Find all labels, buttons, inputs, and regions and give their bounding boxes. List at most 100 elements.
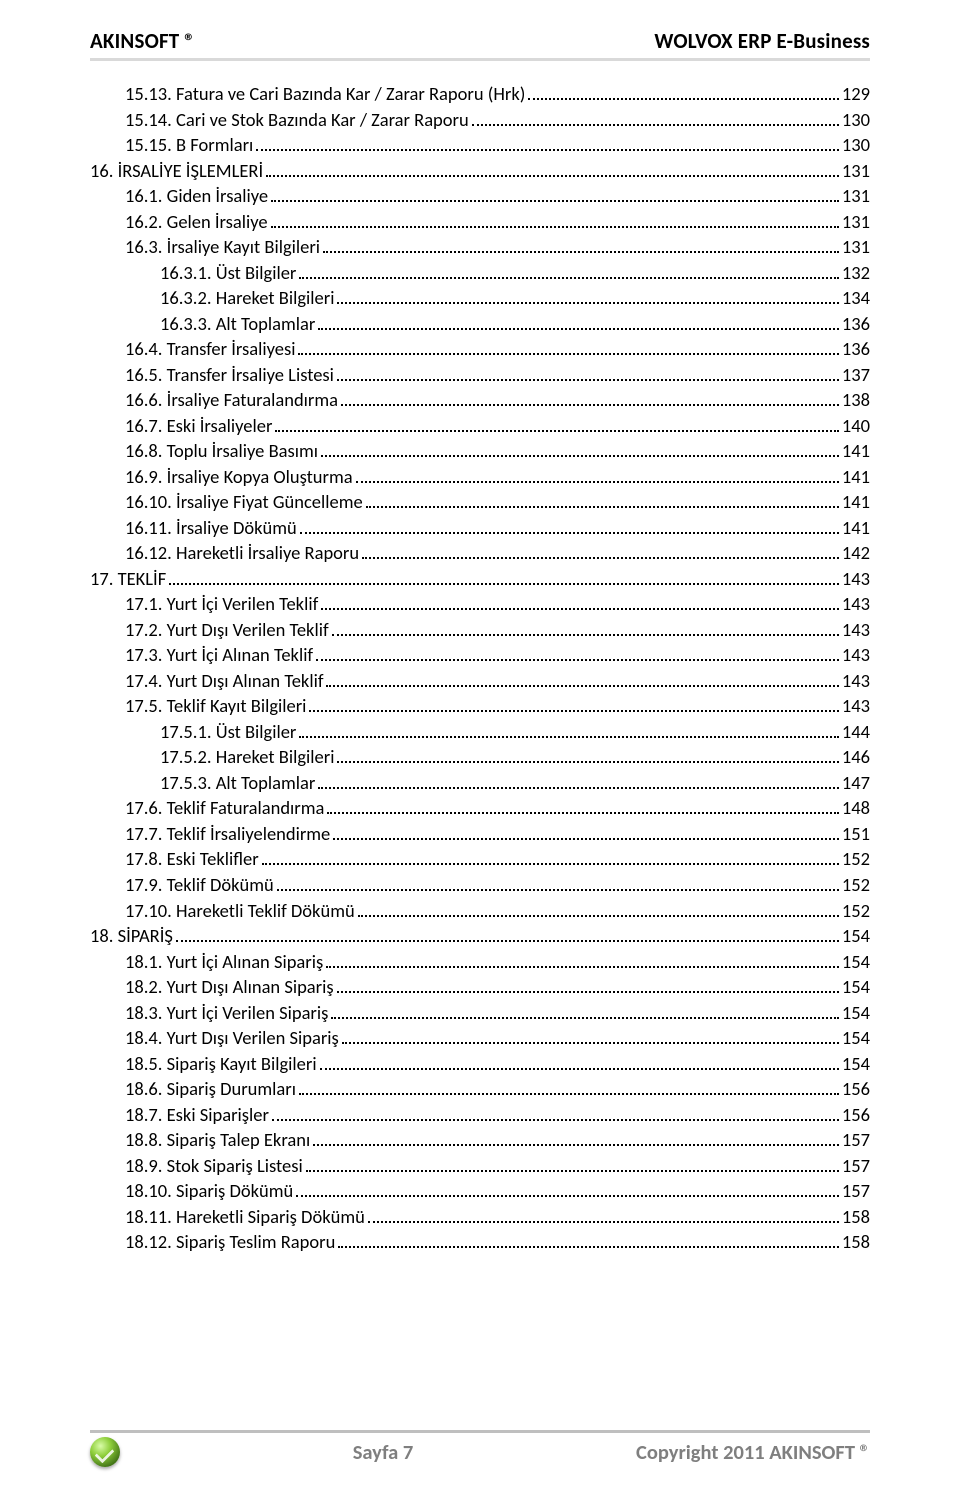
toc-entry-label: 18.1. Yurt İçi Alınan Sipariş [125,949,323,975]
toc-entry: 16.8. Toplu İrsaliye Basımı141 [90,438,870,464]
toc-entry: 17.6. Teklif Faturalandırma148 [90,795,870,821]
toc-dot-leader [321,594,839,611]
toc-entry: 17. TEKLİF143 [90,566,870,592]
toc-entry-label: 18.3. Yurt İçi Verilen Sipariş [125,1000,328,1026]
toc-entry: 16.3.1. Üst Bilgiler132 [90,260,870,286]
toc-entry: 16.7. Eski İrsaliyeler140 [90,413,870,439]
toc-entry-label: 17.10. Hareketli Teklif Dökümü [125,898,355,924]
toc-dot-leader [332,619,839,636]
toc-dot-leader [472,109,839,126]
toc-dot-leader [327,798,838,815]
toc-entry-label: 17.3. Yurt İçi Alınan Teklif [125,642,313,668]
toc-entry-page: 152 [842,846,870,872]
toc-entry: 17.3. Yurt İçi Alınan Teklif 143 [90,642,870,668]
toc-dot-leader [299,1078,839,1095]
toc-entry-page: 141 [842,438,870,464]
toc-dot-leader [326,951,839,968]
toc-entry-page: 134 [842,285,870,311]
toc-dot-leader [271,211,839,228]
toc-dot-leader [362,543,839,560]
footer-page-number: Sayfa 7 [130,1439,636,1465]
toc-entry-page: 137 [842,362,870,388]
toc-entry-label: 18.6. Sipariş Durumları [125,1076,296,1102]
toc-entry-label: 16.5. Transfer İrsaliye Listesi [125,362,334,388]
toc-dot-leader [337,364,839,381]
toc-entry-page: 129 [842,81,870,107]
toc-entry-page: 157 [842,1153,870,1179]
toc-entry: 17.9. Teklif Dökümü 152 [90,872,870,898]
toc-entry: 18.12. Sipariş Teslim Raporu158 [90,1229,870,1255]
toc-dot-leader [366,492,839,509]
toc-entry-page: 143 [842,693,870,719]
toc-dot-leader [337,747,838,764]
toc-dot-leader [320,1053,839,1070]
toc-entry-page: 143 [842,642,870,668]
toc-entry: 16.2. Gelen İrsaliye131 [90,209,870,235]
toc-entry: 16.12. Hareketli İrsaliye Raporu142 [90,540,870,566]
header-right: WOLVOX ERP E-Business [654,28,870,54]
toc-entry-page: 138 [842,387,870,413]
toc-dot-leader [256,134,839,151]
toc-entry-page: 141 [842,464,870,490]
logo-orb-icon [90,1437,120,1467]
toc-entry: 18.4. Yurt Dışı Verilen Sipariş 154 [90,1025,870,1051]
toc-entry: 18.2. Yurt Dışı Alınan Sipariş154 [90,974,870,1000]
toc-entry: 18.8. Sipariş Talep Ekranı157 [90,1127,870,1153]
toc-dot-leader [300,517,839,534]
toc-entry-label: 17.9. Teklif Dökümü [125,872,274,898]
toc-entry-label: 15.14. Cari ve Stok Bazında Kar / Zarar … [125,107,469,133]
toc-entry-page: 144 [842,719,870,745]
toc-dot-leader [299,721,838,738]
toc-dot-leader [298,339,838,356]
toc-entry: 16.3.2. Hareket Bilgileri134 [90,285,870,311]
toc-entry-page: 154 [842,1051,870,1077]
toc-entry-label: 18.9. Stok Sipariş Listesi [125,1153,303,1179]
toc-entry: 15.15. B Formları130 [90,132,870,158]
toc-entry-label: 16.10. İrsaliye Fiyat Güncelleme [125,489,363,515]
toc-entry-label: 18. SİPARİŞ [90,923,173,949]
toc-entry: 17.5.1. Üst Bilgiler144 [90,719,870,745]
toc-entry: 17.7. Teklif İrsaliyelendirme151 [90,821,870,847]
toc-entry-label: 16.1. Giden İrsaliye [125,183,268,209]
toc-dot-leader [272,1104,839,1121]
toc-entry: 16.9. İrsaliye Kopya Oluşturma141 [90,464,870,490]
toc-entry-page: 140 [842,413,870,439]
toc-entry-label: 18.2. Yurt Dışı Alınan Sipariş [125,974,334,1000]
toc-entry-page: 152 [842,872,870,898]
toc-entry-label: 16.11. İrsaliye Dökümü [125,515,297,541]
toc-entry-page: 154 [842,1025,870,1051]
toc-entry: 16.11. İrsaliye Dökümü 141 [90,515,870,541]
toc-entry-page: 141 [842,515,870,541]
toc-entry-label: 15.13. Fatura ve Cari Bazında Kar / Zara… [125,81,525,107]
toc-entry-page: 136 [842,311,870,337]
toc-entry-page: 143 [842,617,870,643]
footer-inner: Sayfa 7 Copyright 2011 AKINSOFT ® [90,1437,870,1467]
toc-entry: 16.5. Transfer İrsaliye Listesi 137 [90,362,870,388]
toc-entry-page: 143 [842,668,870,694]
toc-entry-label: 16.3.1. Üst Bilgiler [160,260,296,286]
toc-dot-leader [318,772,839,789]
toc-dot-leader [169,568,839,585]
toc-entry-label: 18.4. Yurt Dışı Verilen Sipariş [125,1025,339,1051]
toc-entry-label: 18.8. Sipariş Talep Ekranı [125,1127,310,1153]
toc-entry-page: 130 [842,132,870,158]
toc-entry-label: 17.5. Teklif Kayıt Bilgileri [125,693,306,719]
toc-dot-leader [323,236,839,253]
toc-dot-leader [528,83,839,100]
toc-entry: 18.9. Stok Sipariş Listesi 157 [90,1153,870,1179]
toc-dot-leader [262,849,839,866]
toc-entry-label: 18.12. Sipariş Teslim Raporu [125,1229,335,1255]
toc-entry-page: 141 [842,489,870,515]
toc-entry: 15.13. Fatura ve Cari Bazında Kar / Zara… [90,81,870,107]
toc-dot-leader [266,160,839,177]
toc-dot-leader [318,313,839,330]
toc-entry: 18. SİPARİŞ154 [90,923,870,949]
toc-entry: 17.5.3. Alt Toplamlar147 [90,770,870,796]
toc-entry-label: 17.6. Teklif Faturalandırma [125,795,324,821]
toc-dot-leader [321,441,839,458]
toc-entry: 18.10. Sipariş Dökümü157 [90,1178,870,1204]
toc-entry-label: 16.6. İrsaliye Faturalandırma [125,387,338,413]
toc-entry: 18.6. Sipariş Durumları156 [90,1076,870,1102]
header-left: AKINSOFT ® [90,28,195,54]
toc-entry-page: 146 [842,744,870,770]
